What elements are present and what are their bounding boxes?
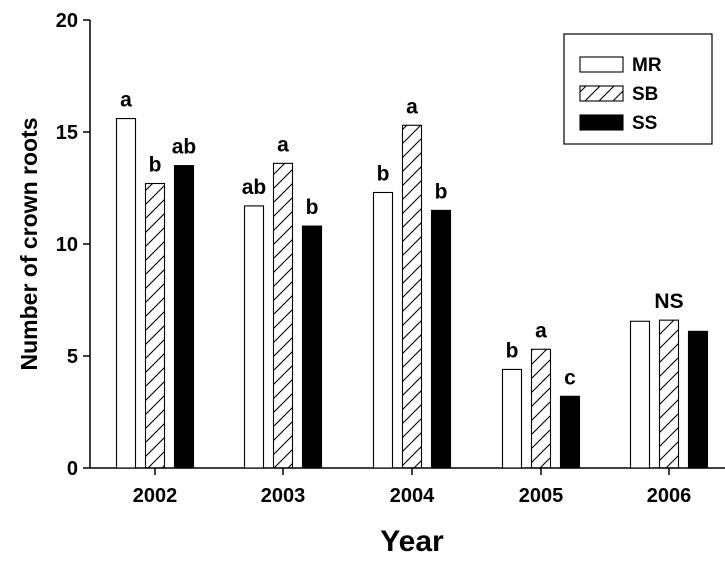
bar-sb [401,124,423,469]
x-axis-title: Year [380,525,444,558]
bar-sb [144,182,166,469]
y-tick-label: 5 [67,346,78,368]
legend-swatch-sb [579,85,624,102]
bar-mr [629,320,651,469]
bar-mr [243,205,265,469]
legend-label-sb: SB [632,84,658,105]
bar-ss [301,225,323,469]
significance-label: b [149,154,162,177]
x-tick-label: 2005 [519,485,564,507]
significance-label: a [277,133,289,156]
bar-mr [372,191,394,469]
bar-ss [687,330,709,469]
y-tick-label: 20 [56,10,78,32]
bar-mr [501,368,523,469]
significance-label: NS [654,290,683,313]
x-tick-label: 2002 [133,485,178,507]
bars-group [115,118,709,469]
y-axis-ticks: 0 5 10 15 20 [56,10,90,480]
bar-sb [272,162,294,469]
legend-swatch-mr [579,56,624,73]
bar-sb [530,348,552,469]
x-tick-label: 2004 [390,485,435,507]
legend-label-mr: MR [632,55,662,76]
bar-ss [559,395,581,469]
x-axis-ticks: 2002 2003 2004 2005 2006 [133,468,692,507]
bar-sb [658,319,680,469]
significance-label: ab [242,176,267,199]
significance-label: b [435,180,448,203]
bar-ss [173,165,195,469]
significance-label: a [120,89,132,112]
x-tick-label: 2003 [261,485,306,507]
legend-swatch-ss [579,114,624,131]
significance-label: b [377,162,390,185]
legend: MR SB SS [563,33,713,145]
significance-label: a [535,319,547,342]
y-tick-label: 10 [56,234,78,256]
y-axis-title: Number of crown roots [16,117,42,370]
bar-ss [430,209,452,469]
bar-mr [115,118,137,469]
y-tick-label: 15 [56,122,78,144]
significance-label: a [406,95,418,118]
x-tick-label: 2006 [647,485,692,507]
significance-label: c [564,366,576,389]
y-tick-label: 0 [67,458,78,480]
significance-label: b [506,339,519,362]
significance-label: b [306,196,319,219]
legend-label-ss: SS [632,113,657,134]
significance-label: ab [172,136,197,159]
